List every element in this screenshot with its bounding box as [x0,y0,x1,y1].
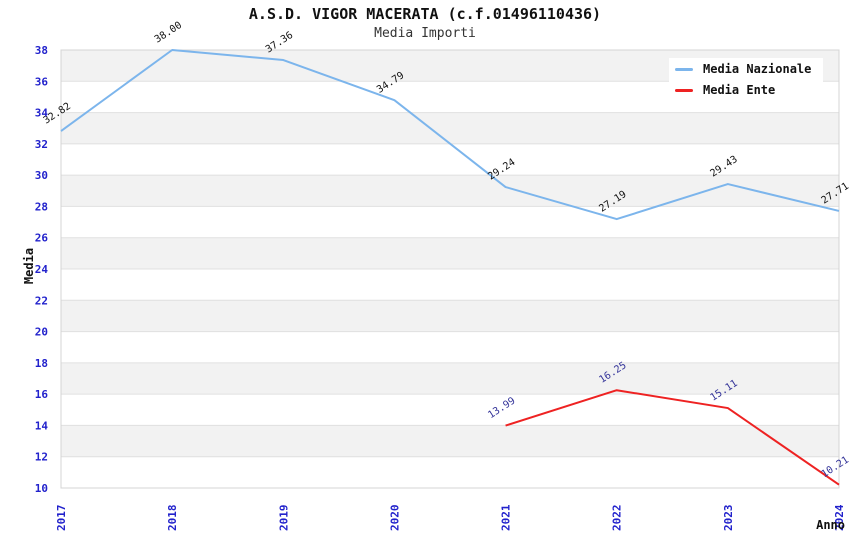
legend-item-media-nazionale[interactable]: Media Nazionale [675,62,811,76]
y-axis-title: Media [22,248,36,284]
y-tick-label: 16 [35,388,49,401]
grid-band [61,300,839,332]
y-tick-label: 18 [35,357,48,370]
grid-band [61,112,839,144]
chart-subtitle: Media Importi [374,26,476,41]
grid-band [61,175,839,207]
y-tick-label: 22 [35,294,48,307]
y-tick-label: 30 [35,169,48,182]
chart-title: A.S.D. VIGOR MACERATA (c.f.01496110436) [248,5,602,23]
x-tick-label[interactable]: 2024 [833,504,846,531]
y-tick-label: 26 [35,232,49,245]
x-tick-label[interactable]: 2019 [277,505,290,532]
y-tick-label: 38 [35,44,48,57]
series-swatch-nazionale [675,67,693,71]
grid-band [61,362,839,395]
point-label: 13.99 [486,395,517,421]
plot-frame [60,49,840,489]
legend-label-ente: Media Ente [703,83,776,97]
y-tick-label: 32 [35,138,48,151]
y-tick-label: 20 [35,326,48,339]
grid-band [61,425,839,457]
y-tick-label: 36 [35,75,49,88]
series-line-0[interactable] [60,49,840,221]
point-label: 10.21 [820,455,850,481]
legend-label-nazionale: Media Nazionale [703,62,812,76]
legend: Media Nazionale Media Ente [669,58,824,103]
y-tick-label: 10 [35,482,48,495]
x-tick-label[interactable]: 2023 [722,505,735,532]
y-tick-label: 24 [35,263,49,276]
series-line-1[interactable] [505,389,840,486]
x-tick-label[interactable]: 2018 [166,505,179,532]
series-swatch-ente [675,88,693,92]
grid-band [61,237,839,269]
y-tick-label: 28 [35,200,48,213]
point-label: 38.00 [153,20,184,46]
x-tick-label[interactable]: 2022 [611,505,624,532]
y-tick-label: 12 [35,451,48,464]
x-tick-label[interactable]: 2021 [500,504,513,531]
y-tick-label: 34 [35,107,49,120]
x-tick-label[interactable]: 2017 [55,505,68,532]
y-tick-label: 14 [35,419,49,432]
x-tick-label[interactable]: 2020 [388,505,401,532]
legend-item-media-ente[interactable]: Media Ente [675,83,811,97]
x-axis-title: Anno [816,518,845,532]
